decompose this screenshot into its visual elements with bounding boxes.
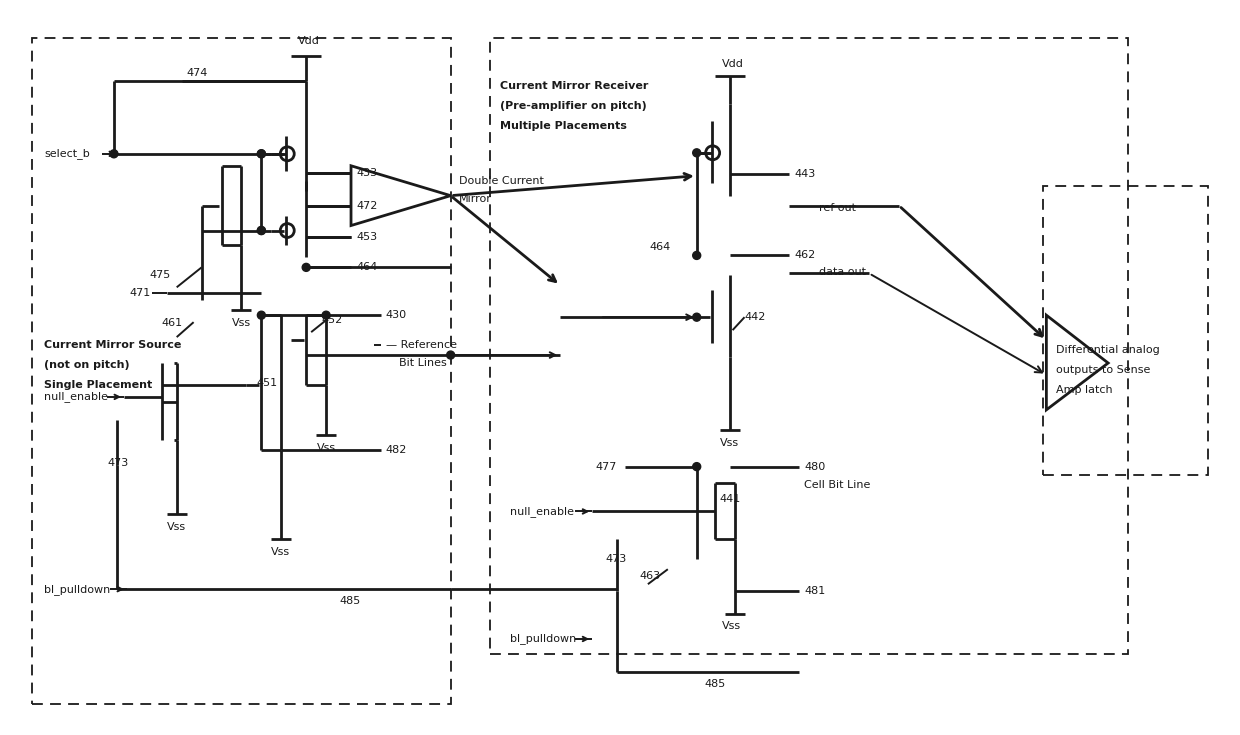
- Text: Current Mirror Source: Current Mirror Source: [45, 340, 181, 350]
- Text: bl_pulldown: bl_pulldown: [511, 634, 577, 645]
- Text: 442: 442: [744, 312, 766, 322]
- Text: (Pre-amplifier on pitch): (Pre-amplifier on pitch): [501, 101, 647, 111]
- Text: 461: 461: [161, 318, 182, 328]
- Text: 453: 453: [356, 232, 377, 243]
- Text: 462: 462: [795, 251, 816, 260]
- Circle shape: [110, 150, 118, 158]
- Circle shape: [322, 311, 330, 319]
- Circle shape: [258, 226, 265, 234]
- Text: Vss: Vss: [272, 548, 290, 557]
- Text: 433: 433: [356, 168, 377, 178]
- Bar: [491, 38, 1128, 654]
- Text: Double Current: Double Current: [459, 176, 543, 186]
- Text: Vss: Vss: [166, 523, 186, 532]
- Text: Vdd: Vdd: [299, 36, 320, 46]
- Text: Current Mirror Receiver: Current Mirror Receiver: [501, 81, 649, 91]
- Text: bl_pulldown: bl_pulldown: [45, 584, 110, 595]
- Text: 443: 443: [795, 169, 816, 179]
- Text: — Reference: — Reference: [386, 340, 456, 350]
- Text: 485: 485: [704, 679, 725, 689]
- Text: Single Placement: Single Placement: [45, 380, 153, 390]
- Text: 485: 485: [339, 596, 361, 606]
- Text: null_enable: null_enable: [45, 392, 108, 402]
- Circle shape: [303, 263, 310, 271]
- Circle shape: [258, 150, 265, 158]
- Text: Multiple Placements: Multiple Placements: [501, 121, 627, 131]
- Text: 477: 477: [595, 462, 616, 472]
- Text: outputs to Sense: outputs to Sense: [1056, 365, 1151, 375]
- Text: Vss: Vss: [722, 621, 740, 631]
- Text: Differential analog: Differential analog: [1056, 345, 1161, 355]
- Circle shape: [693, 148, 701, 157]
- Text: Mirror: Mirror: [459, 193, 491, 204]
- Text: 464: 464: [650, 243, 671, 252]
- Text: Cell Bit Line: Cell Bit Line: [805, 479, 870, 490]
- Text: (not on pitch): (not on pitch): [45, 360, 130, 370]
- Text: select_b: select_b: [45, 148, 91, 159]
- Text: 451: 451: [257, 378, 278, 388]
- Text: 464: 464: [356, 262, 377, 273]
- Text: Vdd: Vdd: [722, 59, 744, 69]
- Text: Amp latch: Amp latch: [1056, 385, 1114, 395]
- Bar: [32, 38, 450, 703]
- Circle shape: [258, 150, 265, 158]
- Circle shape: [258, 226, 265, 234]
- Text: 441: 441: [719, 495, 740, 504]
- Circle shape: [446, 351, 455, 359]
- Circle shape: [693, 313, 701, 321]
- Circle shape: [693, 251, 701, 259]
- Text: Bit Lines: Bit Lines: [399, 358, 446, 368]
- Text: Vss: Vss: [232, 318, 250, 328]
- Text: 472: 472: [356, 201, 377, 211]
- Text: 482: 482: [386, 445, 407, 455]
- Text: 474: 474: [187, 68, 208, 78]
- Circle shape: [258, 311, 265, 319]
- Circle shape: [693, 462, 701, 470]
- Text: 473: 473: [605, 554, 626, 564]
- Text: null_enable: null_enable: [511, 506, 574, 517]
- Text: 473: 473: [107, 458, 128, 467]
- Text: 463: 463: [640, 571, 661, 581]
- Text: Vss: Vss: [317, 442, 336, 453]
- Text: 430: 430: [386, 310, 407, 320]
- Text: Vss: Vss: [719, 438, 739, 448]
- Text: 471: 471: [130, 288, 151, 298]
- Text: 480: 480: [805, 462, 826, 472]
- Text: 481: 481: [805, 586, 826, 596]
- Bar: [1043, 186, 1208, 475]
- Text: 475: 475: [150, 270, 171, 280]
- Text: 452: 452: [321, 315, 342, 325]
- Text: data out: data out: [820, 268, 867, 277]
- Text: ref out: ref out: [820, 203, 857, 212]
